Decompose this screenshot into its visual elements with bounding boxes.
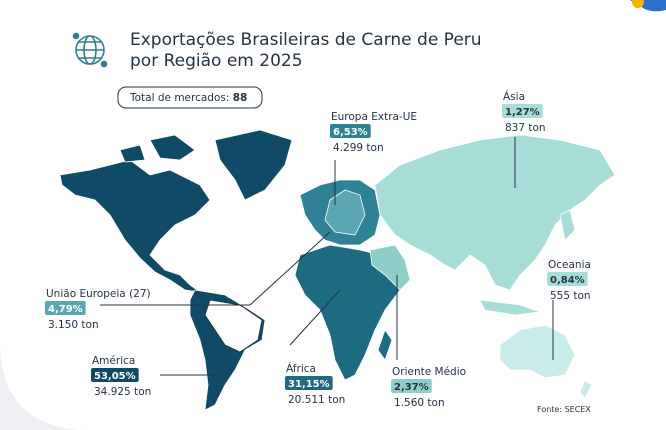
- region-share: 0,84%: [550, 275, 585, 286]
- region-labels: Europa Extra-UE 6,53% 4.299 ton Ásia 1,27% 83…: [45, 90, 591, 409]
- markets-box: [117, 86, 263, 109]
- region-volume: 34.925 ton: [94, 386, 151, 398]
- markets-value: 88: [233, 92, 248, 104]
- region-share: 31,15%: [288, 379, 330, 390]
- share-badge: [391, 379, 432, 393]
- title: Exportações Brasileiras de Carne de Peru: [130, 30, 482, 50]
- region-volume: 4.299 ton: [333, 142, 384, 154]
- share-badge: [330, 124, 371, 138]
- region-share: 6,53%: [333, 127, 368, 138]
- title: por Região em 2025: [130, 51, 303, 71]
- region-share: 4,79%: [48, 304, 83, 315]
- region-share: 53,05%: [94, 371, 136, 382]
- region-volume: 837 ton: [505, 122, 546, 134]
- region-share: 2,37%: [394, 382, 429, 393]
- markets: Total de mercados: 88: [129, 92, 247, 104]
- region-volume: 3.150 ton: [48, 319, 99, 331]
- region-name: Ásia: [503, 90, 525, 103]
- share-badge: [91, 368, 139, 382]
- source: Fonte: SECEX: [537, 405, 591, 414]
- region-volume: 20.511 ton: [288, 394, 345, 406]
- share-badge: [285, 376, 333, 390]
- globe-icon: [72, 32, 108, 68]
- share-badge: [502, 104, 543, 118]
- region-name: Oceania: [548, 259, 591, 271]
- region-name: América: [92, 355, 135, 367]
- map: [59, 129, 616, 411]
- share-badge: [547, 272, 588, 286]
- region-name: Oriente Médio: [392, 366, 466, 378]
- region-share: 1,27%: [505, 107, 540, 118]
- logo-dot: [632, 0, 644, 8]
- markets-label: Total de mercados:: [129, 92, 229, 104]
- region-volume: 555 ton: [550, 290, 591, 302]
- region-volume: 1.560 ton: [394, 397, 445, 409]
- leader-lines: [100, 137, 554, 376]
- share-badge: [45, 301, 86, 315]
- region-name: Europa Extra-UE: [331, 111, 417, 123]
- region-name: África: [286, 362, 316, 375]
- region-name: União Europeia (27): [46, 288, 151, 300]
